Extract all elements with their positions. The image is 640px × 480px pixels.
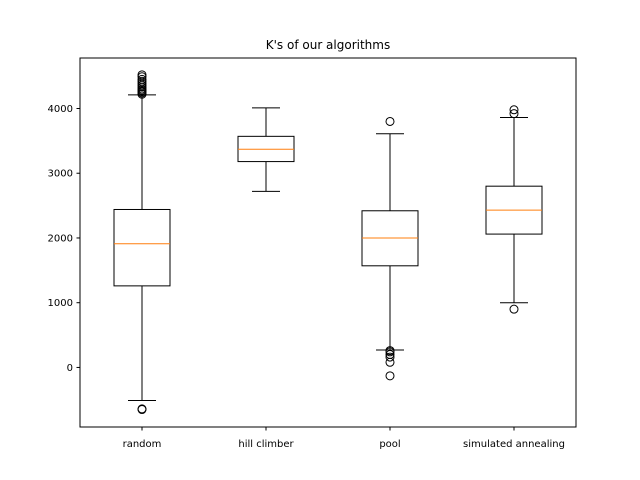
y-axis: 0 1000 2000 3000 4000 <box>48 104 80 374</box>
x-tick-label-3: simulated annealing <box>463 439 565 450</box>
plot-frame <box>79 57 577 428</box>
outlier-2-3 <box>385 349 395 359</box>
outlier-0-13 <box>137 70 147 80</box>
box-3 <box>485 105 543 314</box>
outlier-2-6 <box>385 116 395 126</box>
y-tick-label-0: 0 <box>67 363 73 374</box>
y-tick-label-4: 4000 <box>48 104 73 115</box>
outlier-3-1 <box>509 109 519 119</box>
outlier-3-2 <box>509 105 519 115</box>
x-tick-label-2: pool <box>379 439 400 450</box>
outlier-2-5 <box>385 346 395 356</box>
outlier-2-2 <box>385 352 395 362</box>
box-2 <box>361 116 419 381</box>
chart-title: K's of our algorithms <box>266 38 390 52</box>
y-tick-label-3: 3000 <box>48 169 73 180</box>
y-tick-label-1: 1000 <box>48 298 73 309</box>
outlier-0-1 <box>137 404 147 414</box>
x-tick-label-0: random <box>123 439 162 450</box>
outlier-0-11 <box>137 74 147 84</box>
box-1 <box>237 107 295 192</box>
outlier-2-0 <box>385 371 395 381</box>
outlier-3-0 <box>509 304 519 314</box>
x-tick-label-1: hill climber <box>238 439 294 450</box>
x-axis: random hill climber pool simulated annealin… <box>123 427 565 450</box>
y-tick-label-2: 2000 <box>48 233 73 244</box>
plot-marks <box>113 70 543 415</box>
iqr-box-0 <box>113 208 171 287</box>
box-0 <box>113 70 171 415</box>
